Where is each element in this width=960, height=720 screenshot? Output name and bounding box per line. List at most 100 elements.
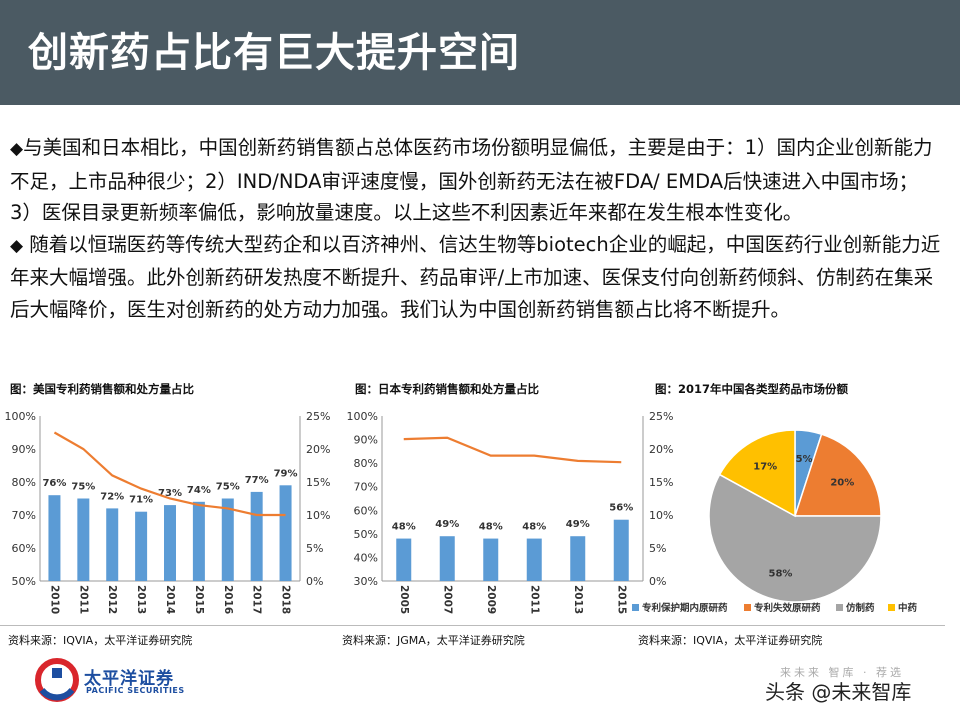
- pie-slice: [793, 433, 882, 517]
- jp-y-right-tick: 5%: [649, 542, 666, 555]
- jp-bar: [439, 536, 455, 581]
- legend-swatch: [744, 604, 751, 611]
- us-bar: [164, 505, 176, 581]
- paragraph-2-text: 随着以恒瑞医药等传统大型药企和以百济神州、信达生物等biotech企业的崛起，中…: [10, 232, 941, 321]
- us-x-tick: 2015: [193, 585, 205, 614]
- paragraph-1-text: 与美国和日本相比，中国创新药销售额占总体医药市场份额明显偏低，主要是由于：1）国…: [10, 136, 933, 224]
- jp-x-tick: 2013: [572, 585, 584, 614]
- jp-bar: [570, 536, 586, 581]
- jp-y-left-tick: 100%: [347, 410, 378, 423]
- logo-name-cn: 太平洋证券: [84, 669, 174, 689]
- us-line-series: [53, 431, 286, 517]
- pie-slice-label: 5%: [796, 454, 813, 465]
- us-y-left-tick: 90%: [12, 443, 36, 456]
- us-bar: [221, 498, 234, 581]
- jp-y-left-tick: 80%: [354, 457, 378, 470]
- watermark-top: 来未来 智库 · 荐选: [780, 666, 904, 679]
- jp-line-series: [403, 436, 622, 464]
- jp-data-label: 48%: [522, 522, 546, 533]
- us-data-label: 71%: [129, 495, 153, 506]
- legend-label: 专利保护期内原研药: [642, 602, 728, 614]
- legend-swatch: [836, 604, 843, 611]
- jp-bar: [526, 538, 542, 581]
- us-bar: [135, 511, 148, 581]
- legend-swatch: [632, 604, 639, 611]
- jp-y-left-tick: 50%: [354, 528, 378, 541]
- us-bar: [250, 491, 263, 581]
- jp-x-tick: 2011: [528, 585, 540, 614]
- jp-y-right-tick: 15%: [649, 476, 673, 489]
- legend-swatch: [888, 604, 895, 611]
- header-bar: 创新药占比有巨大提升空间: [0, 0, 960, 105]
- logo-name-en: PACIFIC SECURITIES: [86, 686, 185, 695]
- pie-slice-label: 17%: [753, 462, 777, 473]
- pie-slice: [718, 429, 796, 518]
- us-y-right-tick: 5%: [306, 542, 323, 555]
- pie-slice-label: 20%: [830, 478, 854, 489]
- jp-y-right-tick: 10%: [649, 509, 673, 522]
- pie-slice-label: 58%: [768, 569, 792, 580]
- us-y-right-tick: 20%: [306, 443, 330, 456]
- jp-data-label: 48%: [392, 522, 416, 533]
- watermark: 头条 @未来智库: [765, 680, 912, 704]
- jp-bar: [396, 538, 412, 581]
- jp-y-right-tick: 25%: [649, 410, 673, 423]
- us-y-left-tick: 80%: [12, 476, 36, 489]
- jp-y-right-tick: 0%: [649, 575, 666, 588]
- jp-bar: [483, 538, 499, 581]
- jp-data-label: 49%: [435, 519, 459, 530]
- us-y-right-tick: 15%: [306, 476, 330, 489]
- us-data-label: 72%: [100, 491, 124, 502]
- paragraph-1: ◆与美国和日本相比，中国创新药销售额占总体医药市场份额明显偏低，主要是由于：1）…: [10, 132, 945, 229]
- jp-data-label: 56%: [609, 503, 633, 514]
- paragraph-2: ◆ 随着以恒瑞医药等传统大型药企和以百济神州、信达生物等biotech企业的崛起…: [10, 229, 945, 326]
- us-x-tick: 2013: [135, 585, 147, 614]
- jp-x-tick: 2007: [441, 585, 453, 614]
- japan-chart: 30% 40% 50% 60% 70% 80% 90% 100% 0% 5% 10% 15% 20% 25…: [347, 410, 674, 614]
- us-x-tick: 2011: [77, 585, 89, 614]
- legend-label: 专利失效原研药: [754, 602, 821, 614]
- jp-y-left-tick: 40%: [354, 551, 378, 564]
- us-x-tick: 2017: [251, 585, 263, 614]
- us-data-label: 79%: [274, 468, 298, 479]
- jp-bar: [613, 519, 629, 581]
- jp-x-tick: 2009: [485, 585, 497, 614]
- jp-y-right-tick: 20%: [649, 443, 673, 456]
- us-bar: [48, 495, 61, 581]
- legend-label: 仿制药: [846, 602, 875, 614]
- us-data-label: 76%: [42, 478, 66, 489]
- us-y-right-tick: 25%: [306, 410, 330, 423]
- us-y-left-tick: 100%: [5, 410, 36, 423]
- us-x-tick: 2012: [106, 585, 118, 614]
- pacific-securities-logo-icon: [35, 658, 79, 702]
- us-bar: [77, 498, 90, 581]
- jp-y-left-tick: 30%: [354, 575, 378, 588]
- us-data-label: 77%: [245, 475, 269, 486]
- china-pie-chart: 5% 20% 58% 17% 专利保护期内原研药 专利失效原研药 仿制药 中药: [632, 429, 918, 614]
- us-x-tick: 2016: [222, 585, 234, 614]
- us-y-left-tick: 70%: [12, 509, 36, 522]
- chart-3-source: 资料来源：IQVIA，太平洋证券研究院: [638, 634, 823, 647]
- chart-1-source: 资料来源：IQVIA，太平洋证券研究院: [8, 634, 193, 647]
- jp-x-tick: 2015: [615, 585, 627, 614]
- us-y-left-tick: 60%: [12, 542, 36, 555]
- us-y-right-tick: 10%: [306, 509, 330, 522]
- us-x-tick: 2018: [280, 585, 292, 614]
- jp-data-label: 49%: [566, 519, 590, 530]
- legend-label: 中药: [898, 602, 918, 614]
- jp-y-left-tick: 70%: [354, 481, 378, 494]
- chart-1-title: 图：美国专利药销售额和处方量占比: [10, 382, 194, 396]
- page-title: 创新药占比有巨大提升空间: [28, 30, 520, 76]
- us-data-label: 75%: [216, 482, 240, 493]
- chart-2-source: 资料来源：JGMA，太平洋证券研究院: [342, 634, 525, 647]
- pie-slice: [708, 473, 882, 603]
- bullet-icon: ◆: [10, 139, 24, 159]
- jp-y-left-tick: 90%: [354, 434, 378, 447]
- us-chart: 50% 60% 70% 80% 90% 100% 0% 5% 10% 15% 20% 25% 76% 75…: [5, 410, 331, 614]
- us-data-label: 75%: [71, 482, 95, 493]
- us-bar: [192, 501, 205, 581]
- us-y-right-tick: 0%: [306, 575, 323, 588]
- us-x-tick: 2010: [48, 585, 60, 614]
- chart-3-title: 图：2017年中国各类型药品市场份额: [655, 382, 849, 396]
- jp-x-tick: 2005: [398, 585, 410, 614]
